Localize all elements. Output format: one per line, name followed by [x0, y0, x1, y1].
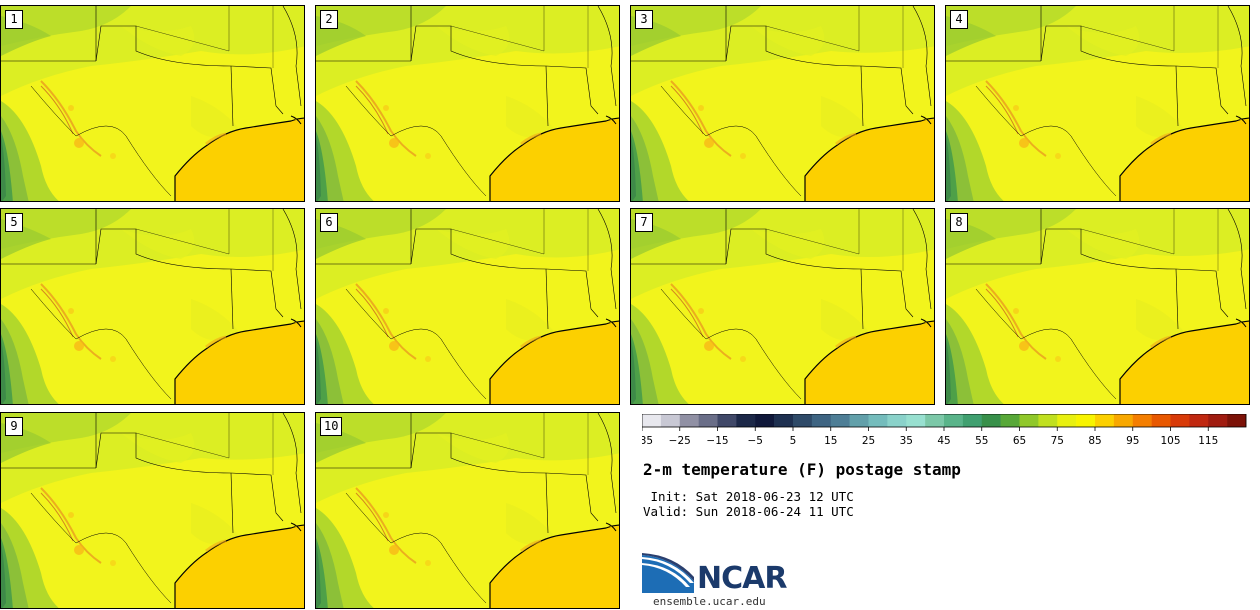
- colorbar-swatch: [1170, 414, 1190, 427]
- temperature-map: [631, 6, 934, 201]
- temperature-map: [631, 209, 934, 404]
- colorbar-tick-label: 35: [900, 435, 913, 447]
- colorbar-tick-label: 25: [862, 435, 875, 447]
- colorbar-tick-label: 75: [1051, 435, 1064, 447]
- colorbar-swatch: [925, 414, 945, 427]
- ncar-logo-icon: [642, 553, 694, 593]
- colorbar-swatch: [679, 414, 699, 427]
- colorbar-swatch: [717, 414, 737, 427]
- valid-time: Valid: Sun 2018-06-24 11 UTC: [643, 504, 854, 519]
- colorbar-tick-label: 105: [1160, 435, 1180, 447]
- colorbar-tick-label: 55: [975, 435, 988, 447]
- colorbar-tick-label: −15: [706, 435, 728, 447]
- colorbar-swatch: [962, 414, 983, 427]
- member-number-label: 7: [635, 213, 653, 232]
- colorbar-tick-label: 85: [1088, 435, 1101, 447]
- colorbar-swatch: [1227, 414, 1247, 427]
- colorbar-swatch: [811, 414, 832, 427]
- temperature-colorbar: −35 −25 −15 −5 5 15 25 35 45 55 65 75 85 95 105 115: [642, 414, 1247, 447]
- colorbar-swatch: [887, 414, 907, 427]
- colorbar-tick-label: −5: [748, 435, 763, 447]
- colorbar-swatch: [849, 414, 869, 427]
- colorbar-tick-label: 95: [1126, 435, 1139, 447]
- ensemble-member-panel: 9: [0, 412, 305, 609]
- ensemble-member-panel: 1: [0, 5, 305, 202]
- colorbar-swatch: [736, 414, 756, 427]
- ensemble-member-panel: 7: [630, 208, 935, 405]
- member-number-label: 9: [5, 417, 23, 436]
- ensemble-member-panel: 4: [945, 5, 1250, 202]
- colorbar-swatch: [774, 414, 794, 427]
- logo-url: ensemble.ucar.edu: [653, 595, 766, 608]
- temperature-map: [1, 6, 304, 201]
- temperature-map: [1, 413, 304, 608]
- colorbar-swatch: [830, 414, 850, 427]
- colorbar-swatch: [1095, 414, 1115, 427]
- logo-wordmark: NCAR: [697, 561, 787, 596]
- colorbar-tick-label: 5: [790, 435, 797, 447]
- temperature-map: [946, 209, 1249, 404]
- member-number-label: 3: [635, 10, 653, 29]
- ensemble-member-panel: 2: [315, 5, 620, 202]
- colorbar-swatch: [660, 414, 681, 427]
- colorbar-swatch: [1019, 414, 1039, 427]
- colorbar-swatch: [1113, 414, 1134, 427]
- colorbar-swatch: [1151, 414, 1171, 427]
- colorbar-swatch: [755, 414, 775, 427]
- colorbar-tick-label: −35: [642, 435, 653, 447]
- temperature-map: [1, 209, 304, 404]
- colorbar-tick-label: 15: [824, 435, 837, 447]
- ensemble-member-panel: 5: [0, 208, 305, 405]
- member-number-label: 6: [320, 213, 338, 232]
- colorbar-swatch: [1038, 414, 1058, 427]
- colorbar-swatch: [642, 414, 662, 427]
- member-number-label: 1: [5, 10, 23, 29]
- member-number-label: 2: [320, 10, 338, 29]
- colorbar-swatch: [698, 414, 718, 427]
- colorbar-swatch: [1057, 414, 1077, 427]
- temperature-map: [316, 6, 619, 201]
- member-number-label: 8: [950, 213, 968, 232]
- colorbar-tick-label: 65: [1013, 435, 1026, 447]
- temperature-map: [946, 6, 1249, 201]
- colorbar-swatch: [1208, 414, 1228, 427]
- ensemble-member-panel: 10: [315, 412, 620, 609]
- colorbar-swatch: [906, 414, 926, 427]
- member-number-label: 5: [5, 213, 23, 232]
- member-number-label: 4: [950, 10, 968, 29]
- ensemble-member-panel: 6: [315, 208, 620, 405]
- colorbar-swatch: [1000, 414, 1020, 427]
- ensemble-member-panel: 8: [945, 208, 1250, 405]
- colorbar-tick-label: 115: [1198, 435, 1218, 447]
- temperature-map: [316, 413, 619, 608]
- colorbar-swatch: [944, 414, 964, 427]
- colorbar-swatch: [981, 414, 1001, 427]
- colorbar-tick-label: −25: [669, 435, 691, 447]
- ensemble-member-panel: 3: [630, 5, 935, 202]
- colorbar-tick-label: 45: [937, 435, 950, 447]
- colorbar-swatch: [1132, 414, 1152, 427]
- temperature-map: [316, 209, 619, 404]
- plot-title: 2-m temperature (F) postage stamp: [643, 460, 961, 479]
- colorbar-swatch: [868, 414, 888, 427]
- colorbar-swatch: [793, 414, 813, 427]
- colorbar-swatch: [1189, 414, 1209, 427]
- member-number-label: 10: [320, 417, 343, 436]
- colorbar-swatch: [1076, 414, 1096, 427]
- init-time: Init: Sat 2018-06-23 12 UTC: [643, 489, 854, 504]
